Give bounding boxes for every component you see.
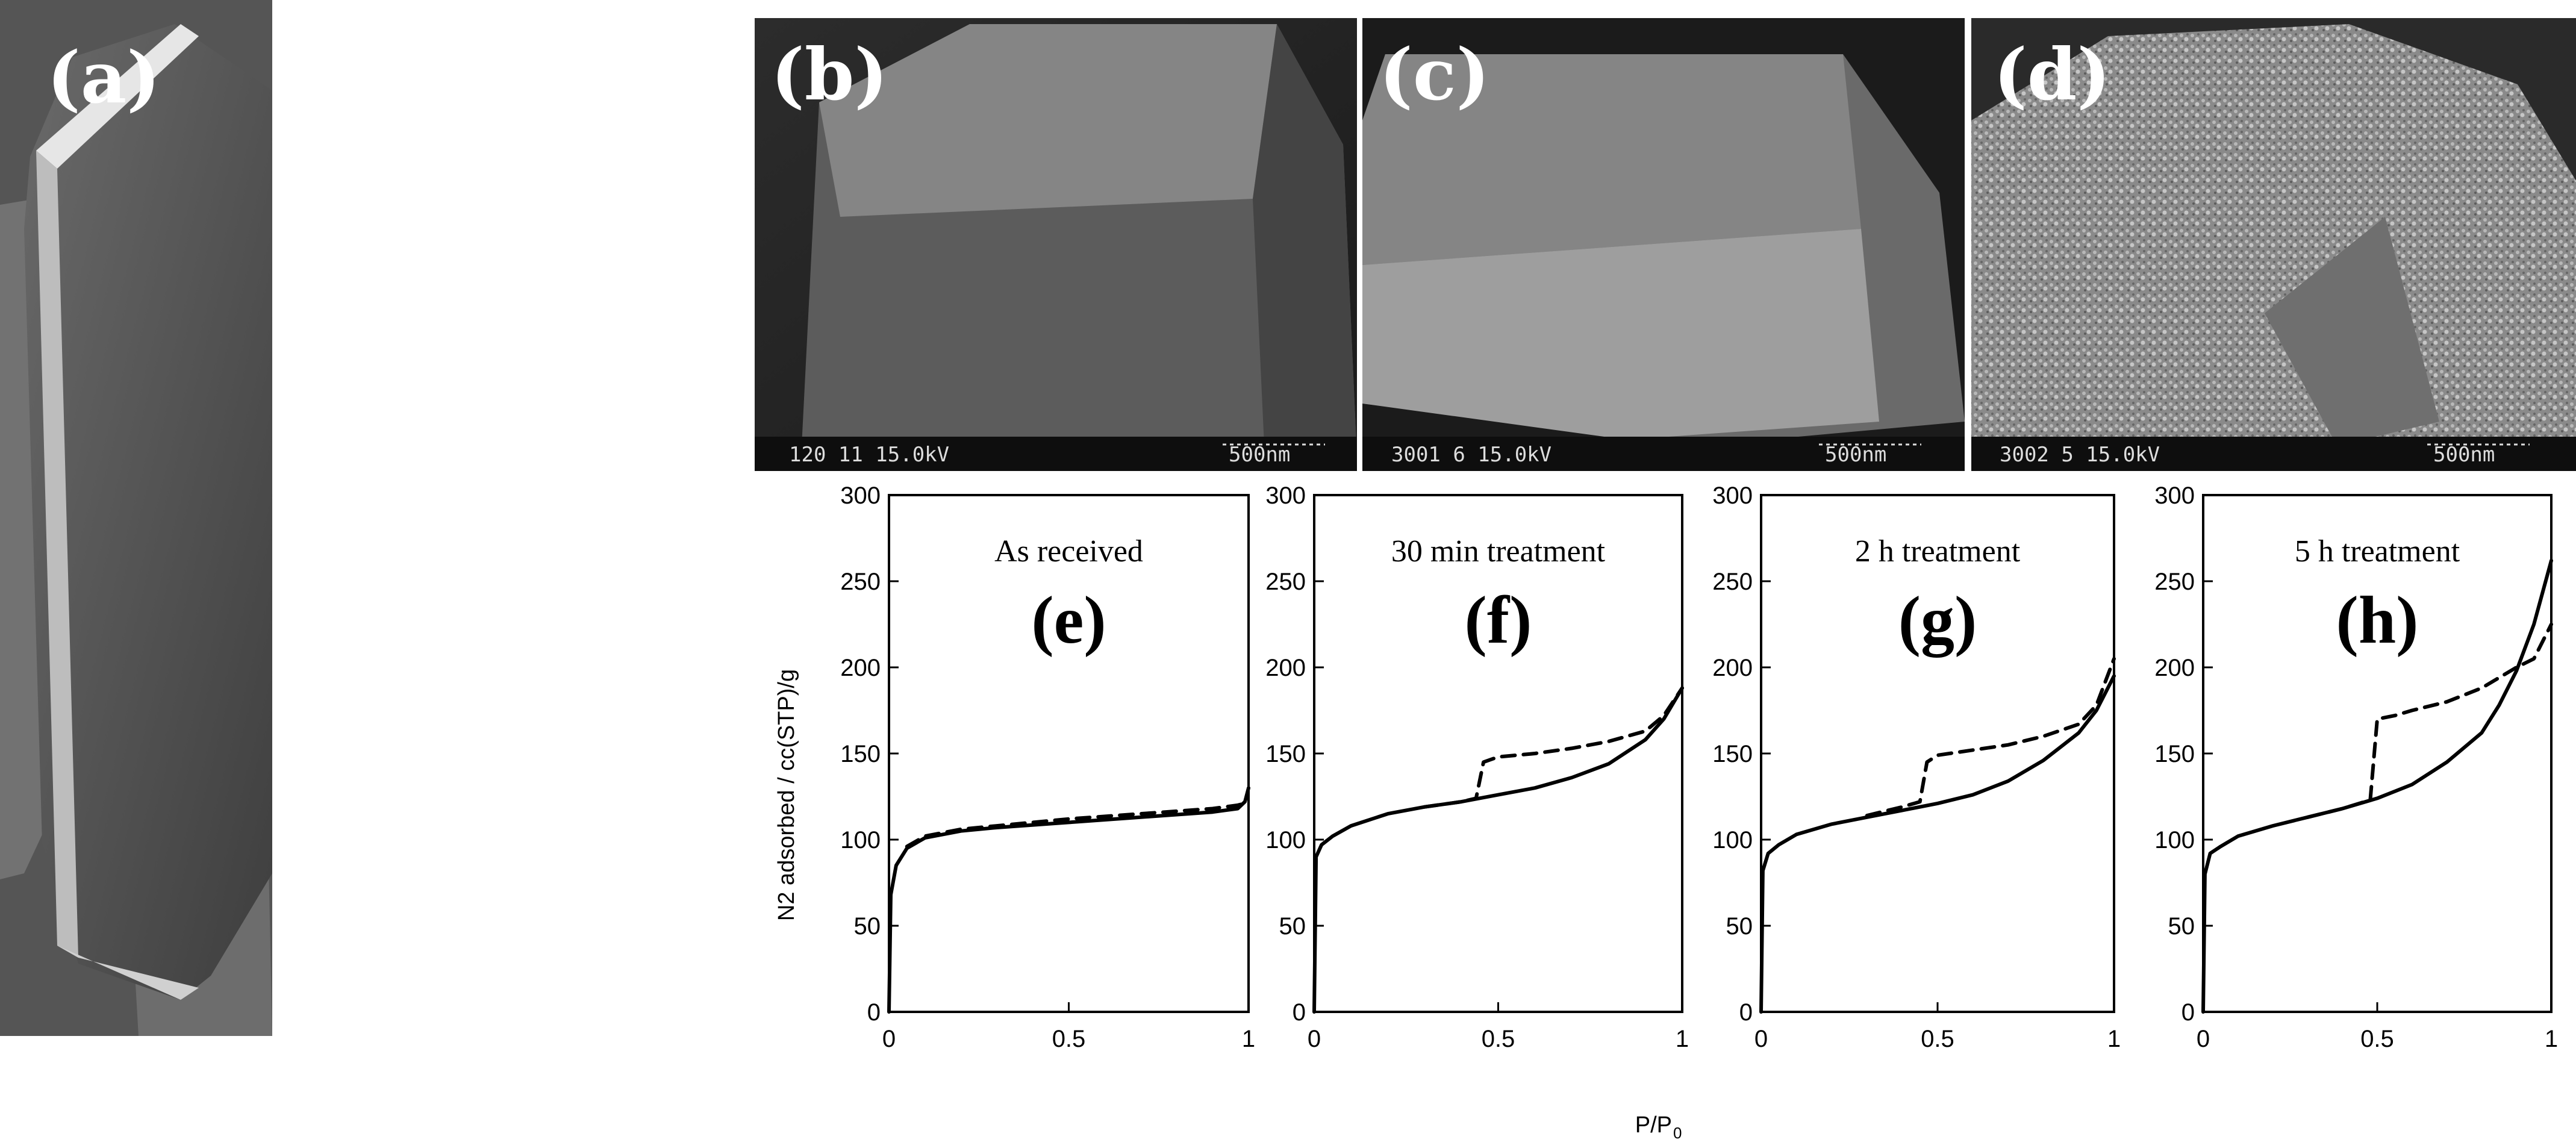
plot-h-x-tick-label: 0.5 [2360, 1026, 2394, 1052]
plot-f-x-tick-label: 1 [1676, 1026, 1689, 1052]
plot-e-label: (e) [1031, 583, 1106, 658]
plot-h-y-tick-label: 50 [2168, 913, 2195, 940]
plot-g-x-tick-label: 1 [2107, 1026, 2121, 1052]
plot-g-frame [1760, 494, 2115, 1013]
plot-f-y-tick-label: 0 [1293, 999, 1306, 1026]
plot-g-adsorption-line [1759, 674, 2116, 1014]
plot-e-y-tick-label: 150 [840, 741, 881, 767]
plot-e-title: As received [994, 534, 1143, 569]
plot-f-x-tick-label: 0 [1308, 1026, 1321, 1052]
sem-a-crystal-bottom-facet [57, 946, 199, 1000]
sem-d-scale-label: 500nm [2433, 443, 2495, 467]
plot-f: 0 50 100 150 200 250 300 0 0.5 1 30 min treatment (… [1265, 482, 1689, 1052]
plot-h-x-tick-label: 0 [2197, 1026, 2210, 1052]
plot-e-desorption-line [905, 801, 1247, 849]
plot-g-y-tick-label: 0 [1739, 999, 1753, 1026]
plot-e-y-tick-label: 50 [854, 913, 881, 940]
plot-g-x-tick-label: 0 [1754, 1026, 1768, 1052]
plot-e-x-tick-label: 1 [1242, 1026, 1255, 1052]
plot-g-title: 2 h treatment [1855, 534, 2021, 569]
plot-f-y-tick-label: 50 [1279, 913, 1306, 940]
plot-f-desorption-line [1423, 686, 1684, 809]
plot-e-y-tick-label: 100 [840, 827, 881, 853]
sem-c-label: (c) [1379, 33, 1490, 116]
plot-h-x-tick-label: 1 [2545, 1026, 2558, 1052]
plot-g-y-tick-label: 250 [1712, 569, 1753, 595]
plot-g-y-tick-label: 100 [1712, 827, 1753, 853]
sem-a-main-crystal [24, 24, 272, 1000]
plot-h-y-tick-label: 100 [2154, 827, 2195, 853]
sem-b-scale-label: 500nm [1229, 443, 1290, 467]
plot-h-frame [2202, 494, 2553, 1013]
plot-e-frame [888, 494, 1250, 1013]
plot-f-y-tick-label: 250 [1265, 569, 1306, 595]
x-axis-label-subscript: 0 [1673, 1124, 1682, 1142]
sem-d-rough-crystal [1971, 24, 2576, 446]
plot-h-y-tick-label: 200 [2154, 655, 2195, 681]
sem-c-scale-label: 500nm [1825, 443, 1886, 467]
plot-g-y-tick-label: 300 [1712, 482, 1753, 509]
sem-d-caption-bar [1971, 437, 2576, 471]
plot-f-x-tick-label: 0.5 [1482, 1026, 1515, 1052]
plot-f-adsorption-line [1312, 686, 1684, 1014]
sem-b-right-facet [1253, 24, 1357, 458]
sem-a-label: (a) [47, 36, 160, 119]
sem-b-caption-bar [755, 437, 1357, 471]
plot-e-x-tick-label: 0 [882, 1026, 896, 1052]
sem-c-caption-bar [1362, 437, 1965, 471]
sem-a-crystal-side-facet [36, 151, 78, 958]
sem-c-caption: 3001 6 15.0kV [1391, 443, 1552, 467]
plot-g-y-tick-label: 50 [1726, 913, 1753, 940]
y-axis-label: N2 adsorbed / cc(STP)/g [774, 669, 799, 921]
plot-f-y-tick-label: 200 [1265, 655, 1306, 681]
sem-panel-a: (a) [0, 0, 272, 1036]
sem-d-label: (d) [1994, 33, 2110, 116]
sem-a-crystal-top-facet [36, 24, 199, 169]
plot-h-y-tick-label: 250 [2154, 569, 2195, 595]
plot-h-y-tick-label: 300 [2154, 482, 2195, 509]
sem-panel-c: 3001 6 15.0kV 500nm (c) [1362, 18, 1965, 471]
plot-g-y-tick-label: 200 [1712, 655, 1753, 681]
plot-e-y-tick-label: 250 [840, 569, 881, 595]
plot-g-y-tick-label: 150 [1712, 741, 1753, 767]
plot-g: 0 50 100 150 200 250 300 0 0.5 1 2 h treatment (g) [1712, 482, 2121, 1052]
sem-panel-d: 3002 5 15.0kV 500nm (d) [1971, 18, 2576, 471]
sem-d-facet [2265, 217, 2439, 446]
plot-f-title: 30 min treatment [1391, 534, 1606, 569]
plot-e: 0 50 100 150 200 250 300 0 0.5 1 As received (e) [840, 482, 1255, 1052]
plot-g-label: (g) [1898, 583, 1977, 658]
plot-e-adsorption-line [887, 786, 1250, 1014]
plot-h-y-tick-label: 0 [2181, 999, 2195, 1026]
plot-e-y-tick-label: 0 [867, 999, 881, 1026]
plot-f-y-tick-label: 150 [1265, 741, 1306, 767]
plot-h-desorption-line [2306, 622, 2553, 819]
plot-h-title: 5 h treatment [2295, 534, 2460, 569]
sem-c-top-facet [1362, 54, 1861, 265]
plot-e-x-tick-label: 0.5 [1052, 1026, 1086, 1052]
sem-b-top-facet [819, 24, 1277, 217]
plot-e-y-tick-label: 200 [840, 655, 881, 681]
sem-b-label: (b) [771, 33, 888, 116]
plot-h: 0 50 100 150 200 250 300 0 0.5 1 5 h treatment (h) [2154, 482, 2558, 1052]
sem-panel-b: 120 11 15.0kV 500nm (b) [755, 18, 1357, 471]
plot-h-y-tick-label: 150 [2154, 741, 2195, 767]
sem-b-caption: 120 11 15.0kV [789, 443, 949, 467]
plot-f-label: (f) [1465, 583, 1532, 658]
sem-c-front-facet [1362, 229, 1879, 440]
plot-h-label: (h) [2336, 583, 2419, 658]
sem-d-caption: 3002 5 15.0kV [2000, 443, 2160, 467]
plot-f-y-tick-label: 300 [1265, 482, 1306, 509]
plot-f-y-tick-label: 100 [1265, 827, 1306, 853]
x-axis-label: P/P [1635, 1112, 1672, 1138]
plot-g-x-tick-label: 0.5 [1921, 1026, 1954, 1052]
plot-e-y-tick-label: 300 [840, 482, 881, 509]
plot-g-desorption-line [1865, 657, 2116, 817]
